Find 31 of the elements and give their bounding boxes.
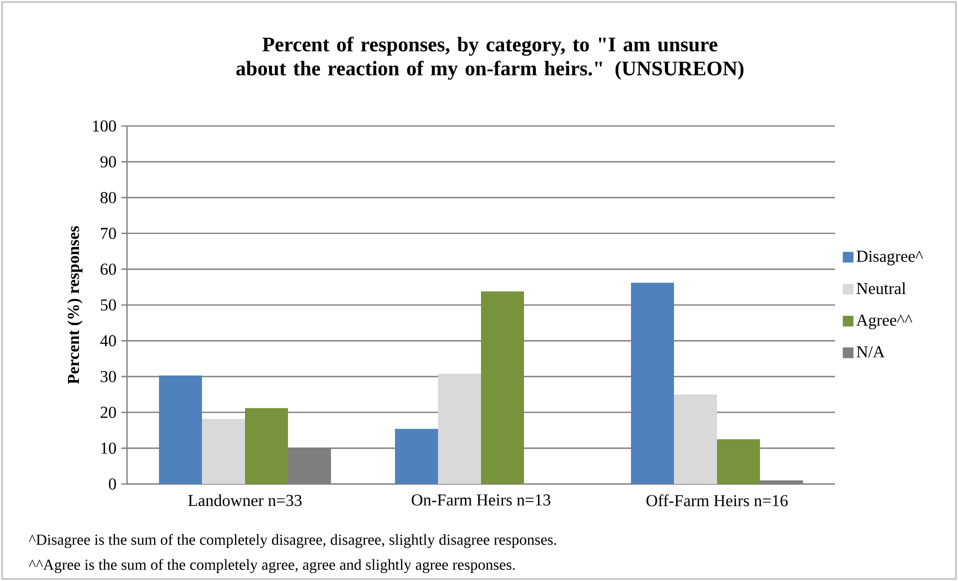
bar	[395, 428, 438, 484]
y-tick-label: 80	[100, 192, 116, 204]
y-tick-label: 30	[100, 370, 116, 382]
y-tick-label: 10	[101, 442, 116, 454]
text: ^^Agree is the sum of the completely agree, agree and slightly agree responses.	[28, 558, 515, 574]
bar	[202, 418, 246, 484]
y-tick-label: 50	[100, 299, 116, 311]
x-tick-label: Landowner n=33	[188, 494, 302, 506]
y-tick-label: 100	[93, 120, 116, 132]
legend-label: N/A	[856, 346, 885, 358]
y-tick-label: 0	[108, 478, 116, 490]
y-tick-label: 90	[100, 156, 116, 168]
chart-title: Percent of responses, by category, to "I am unsure about the reaction of my on-farm heirs." (UNSUREON)	[236, 36, 744, 80]
y-tick-label: 20	[100, 406, 116, 418]
x-tick-label: Off-Farm Heirs n=16	[646, 494, 788, 506]
y-axis-title: Percent (%) responses	[67, 226, 82, 384]
bar	[438, 374, 481, 484]
y-tick-label: 40	[100, 335, 116, 346]
text: ^Disagree is the sum of the completely disagree, disagree, slightly disagree responses.	[28, 534, 556, 548]
y-tick-label: 60	[100, 264, 116, 275]
bar	[674, 394, 717, 484]
bar	[630, 282, 674, 484]
bar	[481, 291, 524, 484]
bar	[159, 376, 202, 484]
legend-label: Neutral	[856, 282, 906, 294]
bar	[717, 439, 760, 484]
y-tick-label: 70	[101, 228, 116, 240]
bar	[245, 408, 288, 484]
legend-label: Agree^^	[856, 314, 912, 330]
x-tick-label: On-Farm Heirs n=13	[412, 494, 550, 506]
legend-label: Disagree^	[856, 250, 923, 266]
